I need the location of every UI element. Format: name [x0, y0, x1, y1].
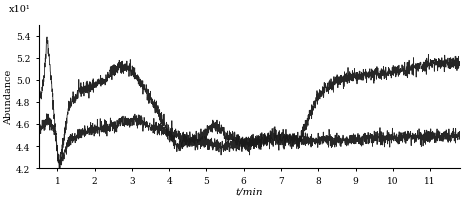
Text: x10¹: x10¹: [9, 5, 31, 14]
X-axis label: t/min: t/min: [235, 187, 263, 196]
Y-axis label: Abundance: Abundance: [4, 69, 13, 124]
